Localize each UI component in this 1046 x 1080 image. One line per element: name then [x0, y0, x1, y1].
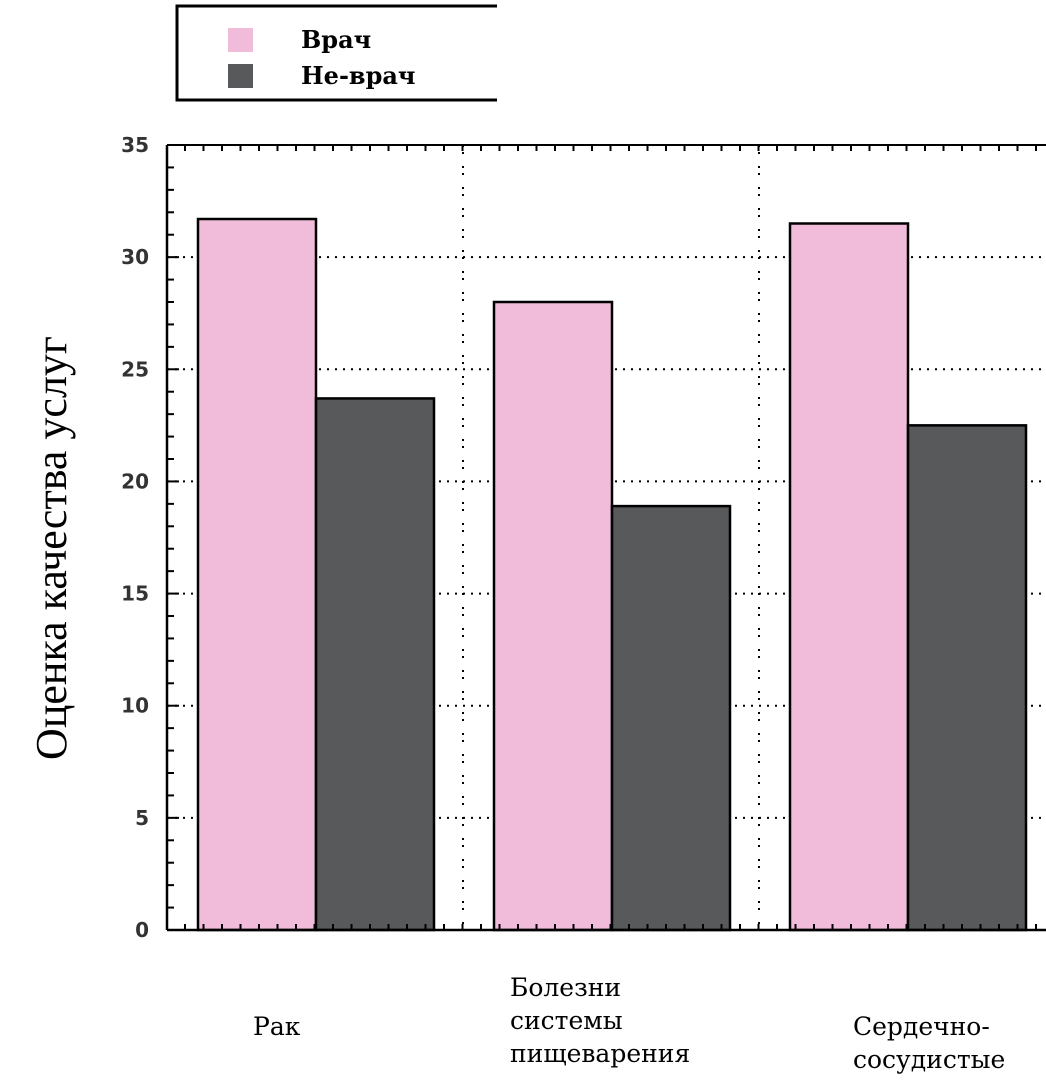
labels: 0 5 10 15 20 25 30 35 Оценка качества услуг Рак Бо…	[27, 133, 1005, 1080]
legend-swatch	[228, 64, 253, 88]
bar-ne-vrach-0	[314, 397, 436, 932]
bar-ne-vrach-2	[906, 424, 1028, 932]
category-label: Рак	[253, 1012, 301, 1041]
category-label-line: Сердечно-	[853, 1012, 990, 1041]
legend-swatch	[228, 28, 253, 52]
y-tick-label: 15	[121, 582, 149, 606]
axes	[165, 144, 1046, 932]
legend-label: Врач	[301, 25, 371, 54]
bar-vrach-1	[492, 300, 614, 932]
y-tick-label: 25	[121, 357, 149, 381]
bar-vrach-2	[788, 222, 910, 932]
bar-ne-vrach-1	[610, 504, 732, 932]
y-tick-label: 35	[121, 133, 149, 157]
category-label-line: системы	[510, 1006, 623, 1035]
bar-vrach-0	[196, 217, 318, 932]
y-tick-label: 10	[121, 694, 149, 718]
category-label-line: Рак	[253, 1012, 301, 1041]
bars	[196, 217, 1028, 932]
y-tick-label: 30	[121, 245, 149, 269]
y-tick-label: 5	[135, 806, 149, 830]
category-label: Болезни системы пищеварения	[510, 973, 690, 1068]
category-label-line: сосудистые	[853, 1045, 1005, 1074]
y-tick-label: 20	[121, 469, 149, 493]
category-label-line: болезни	[853, 1078, 961, 1080]
y-axis-title: Оценка качества услуг	[27, 336, 76, 760]
category-label-line: пищеварения	[510, 1039, 690, 1068]
category-label: Сердечно-сосудистые болезни	[853, 1012, 1005, 1080]
y-tick-label: 0	[135, 918, 149, 942]
legend: Врач Не-врач	[175, 4, 502, 102]
legend-border	[175, 4, 497, 102]
category-label-line: Болезни	[510, 973, 621, 1002]
legend-label: Не-врач	[301, 61, 415, 90]
